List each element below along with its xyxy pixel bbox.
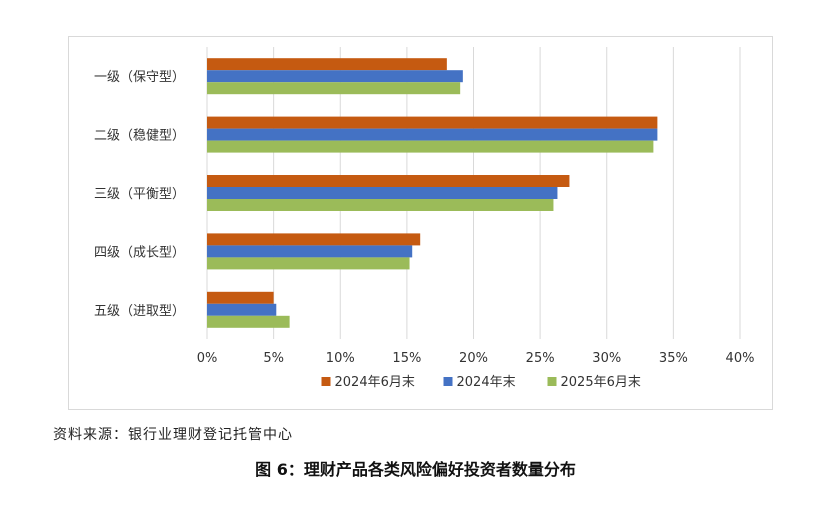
category-label: 五级（进取型） [94,304,185,319]
x-tick-label: 5% [263,351,284,366]
bar [207,199,554,211]
x-tick-label: 10% [326,351,355,366]
legend-swatch [443,377,453,386]
source-note: 资料来源：银行业理财登记托管中心 [53,427,293,443]
x-tick-label: 0% [197,351,218,366]
x-tick-label: 40% [726,351,755,366]
bar [207,187,558,199]
x-tick-label: 35% [659,351,688,366]
legend-label: 2025年6月末 [561,375,641,390]
x-tick-label: 20% [459,351,488,366]
legend-swatch [321,377,331,386]
bar [207,116,658,129]
bar [207,58,447,71]
bar [207,82,461,95]
bar [207,257,410,270]
chart-frame: 一级（保守型） 二级（稳健型） 三级（平衡型） 四级（成长型） 五级（进取型） 0% 5%… [68,36,773,410]
x-tick-label: 25% [526,351,555,366]
bar [207,303,277,316]
category-label: 四级（成长型） [94,245,185,260]
bars [207,58,658,328]
bar [207,140,654,153]
bar [207,175,570,187]
legend-label: 2024年末 [457,375,516,390]
bar [207,233,421,246]
category-label: 一级（保守型） [94,70,185,85]
bar-chart: 一级（保守型） 二级（稳健型） 三级（平衡型） 四级（成长型） 五级（进取型） 0% 5%… [94,47,755,390]
bar [207,315,290,328]
bar [207,291,274,304]
category-label: 二级（稳健型） [94,128,185,144]
x-tick-label: 30% [592,351,621,366]
category-label: 三级（平衡型） [94,187,185,202]
bar [207,245,413,258]
bar [207,128,658,141]
legend-label: 2024年6月末 [335,375,415,390]
figure-caption: 图 6：理财产品各类风险偏好投资者数量分布 [255,460,576,479]
category-labels: 一级（保守型） 二级（稳健型） 三级（平衡型） 四级（成长型） 五级（进取型） [94,70,185,319]
legend-swatch [547,377,557,386]
bar [207,70,463,83]
legend: 2024年6月末 2024年末 2025年6月末 [321,375,641,390]
x-tick-label: 15% [392,351,421,366]
x-tick-labels: 0% 5% 10% 15% 20% 25% 30% 35% 40% [197,351,755,366]
